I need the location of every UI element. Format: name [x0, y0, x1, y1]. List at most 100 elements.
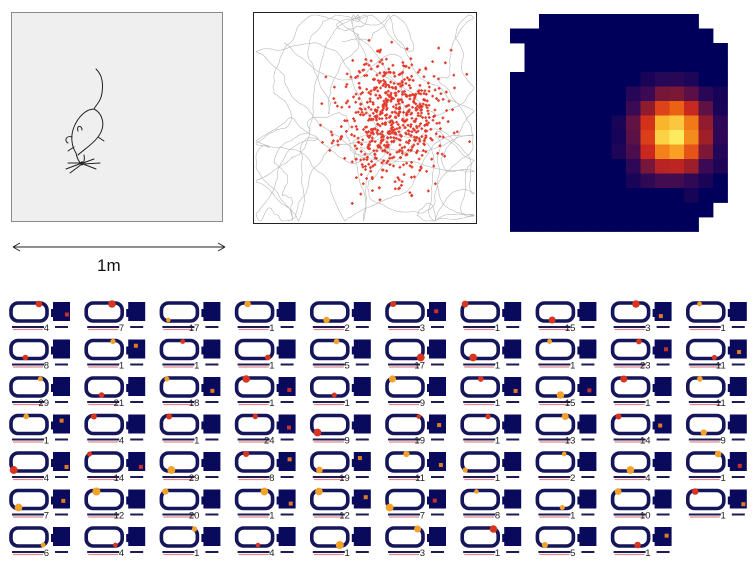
- spike-marker: [367, 162, 371, 166]
- spike-marker: [363, 107, 367, 111]
- spike-marker: [358, 86, 362, 90]
- cell-peak-rate: 7: [119, 323, 124, 334]
- spike-marker: [392, 71, 396, 74]
- spike-marker: [452, 131, 456, 135]
- cell-thumbnail: 10: [610, 488, 672, 522]
- cell-peak-rate: 1: [345, 548, 350, 559]
- heatmap-cell: [713, 144, 728, 160]
- spike-marker: [380, 175, 384, 179]
- heatmap-cell: [698, 130, 714, 145]
- spike-marker: [354, 176, 358, 180]
- open-field-map: [51, 527, 70, 546]
- place-field-spot: [561, 412, 569, 421]
- open-field-map: [126, 527, 146, 546]
- open-field-map: [502, 302, 522, 321]
- cell-thumbnail: 1: [234, 487, 296, 522]
- heatmap-cell: [698, 202, 714, 218]
- track-ring: [159, 301, 200, 323]
- heatmap-cell: [597, 14, 612, 29]
- track-ring: [385, 526, 425, 548]
- place-field-spot: [636, 338, 642, 345]
- heatmap-cell: [713, 43, 728, 58]
- cell-thumbnail: 21: [84, 376, 146, 409]
- heatmap-cell: [611, 57, 627, 73]
- cell-peak-rate: 9: [721, 436, 726, 447]
- spike-marker: [370, 160, 373, 163]
- heatmap-cell: [640, 28, 656, 44]
- place-field-spot: [416, 353, 425, 362]
- open-field-map: [427, 414, 446, 434]
- open-field-map: [51, 377, 70, 396]
- heatmap-cell: [582, 86, 598, 102]
- track-ring: [460, 526, 501, 548]
- spike-marker: [329, 130, 333, 134]
- spike-marker: [421, 102, 425, 106]
- place-field-spot: [390, 300, 397, 308]
- track-ring: [610, 488, 651, 511]
- open-field-map: [351, 377, 371, 396]
- spike-marker: [419, 114, 422, 118]
- spike-marker: [356, 74, 360, 78]
- heatmap-cell: [640, 72, 656, 87]
- heatmap-cell: [684, 86, 699, 102]
- track-ring: [84, 413, 124, 436]
- heatmap-cell: [611, 173, 627, 189]
- spike-marker: [413, 94, 417, 97]
- heatmap-cell: [611, 144, 627, 160]
- spike-marker: [339, 125, 343, 128]
- heatmap-cell: [553, 217, 569, 232]
- spike-marker: [356, 110, 360, 114]
- spike-marker: [375, 118, 378, 122]
- spike-marker: [405, 112, 409, 116]
- spike-marker: [395, 127, 399, 131]
- spike-marker: [396, 82, 400, 86]
- spike-marker: [367, 130, 371, 134]
- spike-marker: [380, 168, 384, 172]
- track-ring: [309, 413, 350, 436]
- spike-marker: [401, 90, 405, 94]
- spike-marker: [420, 135, 424, 138]
- heatmap-cell: [524, 86, 540, 102]
- heatmap-cell: [698, 144, 714, 160]
- heatmap-cell: [669, 57, 685, 73]
- place-field-spot: [9, 466, 18, 474]
- cell-thumbnail: 17: [159, 301, 221, 334]
- cell-peak-rate: 1: [345, 398, 350, 409]
- spike-marker: [369, 166, 372, 169]
- cell-thumbnail: 4: [610, 451, 672, 484]
- spike-marker: [401, 83, 405, 87]
- heatmap-cell: [669, 144, 685, 160]
- spike-marker: [359, 158, 363, 162]
- spike-marker: [432, 164, 436, 168]
- spike-marker: [422, 98, 426, 102]
- open-field-map: [727, 489, 747, 509]
- place-field-spot: [547, 339, 552, 344]
- spike-marker: [431, 94, 435, 98]
- track-ring: [685, 338, 726, 361]
- heatmap-cell: [524, 217, 540, 232]
- spike-marker: [333, 85, 336, 89]
- cell-thumbnail: 24: [234, 413, 296, 447]
- spike-marker: [425, 99, 429, 103]
- heatmap-cell: [626, 173, 641, 189]
- spike-marker: [388, 71, 392, 74]
- spike-marker: [401, 117, 405, 121]
- cell-thumbnail: 14: [610, 413, 672, 447]
- spike-marker: [403, 78, 406, 81]
- spike-marker: [378, 124, 382, 128]
- spike-marker: [366, 134, 370, 138]
- heatmap-cell: [597, 115, 612, 131]
- spike-marker: [365, 87, 369, 91]
- spike-marker: [381, 122, 384, 126]
- cell-thumbnail: 4: [84, 526, 146, 559]
- spike-marker: [401, 151, 404, 155]
- open-field-map: [652, 527, 672, 546]
- heatmap-cell: [582, 159, 598, 174]
- heatmap-cell: [640, 130, 656, 145]
- spike-marker: [387, 116, 391, 119]
- spike-marker: [367, 39, 371, 42]
- heatmap-cell: [539, 159, 554, 174]
- spike-marker: [378, 94, 381, 97]
- open-field-map: [126, 414, 146, 434]
- cell-peak-rate: 1: [495, 548, 500, 559]
